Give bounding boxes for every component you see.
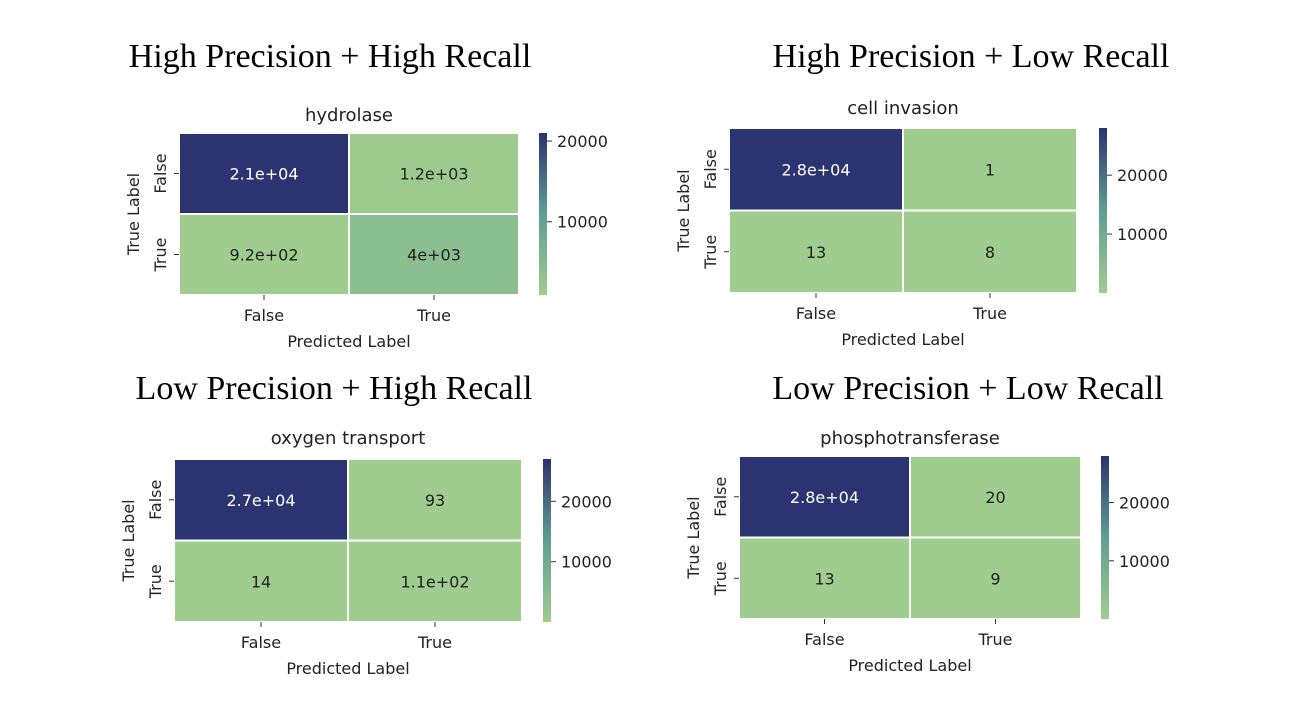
heatmap-panel-2: oxygen transport 2.7e+04 93 14 1.1e+02 False T…: [119, 428, 612, 678]
x-tick-label: False: [241, 633, 281, 652]
colorbar: [543, 459, 551, 622]
colorbar-tick-label: 20000: [557, 132, 608, 151]
x-axis-label: Predicted Label: [286, 659, 409, 678]
x-tick-label: False: [804, 630, 844, 649]
chart-title: phosphotransferase: [820, 428, 1000, 449]
x-tick-label: True: [416, 306, 451, 325]
heatmap-cell-r0-c0: [178, 132, 350, 215]
chart-title: cell invasion: [847, 98, 959, 119]
y-tick-label: False: [701, 149, 720, 189]
chart-title: oxygen transport: [271, 428, 426, 449]
heatmap-cell-r1-c0: [178, 213, 350, 296]
x-axis-label: Predicted Label: [287, 332, 410, 351]
heatmap-cell-r1-c1: [909, 536, 1082, 620]
heatmap-cell-r0-c1: [347, 458, 523, 542]
y-tick-label: False: [711, 477, 730, 517]
x-tick-label: True: [978, 630, 1013, 649]
heatmap-cell-r0-c0: [173, 458, 349, 542]
heatmap-cell-r1-c1: [347, 539, 523, 623]
heatmap-panel-1: cell invasion 2.8e+04 1 13 8 False True Predict…: [674, 98, 1168, 349]
colorbar: [1101, 456, 1109, 619]
section-title-top-right: High Precision + Low Recall: [772, 38, 1170, 75]
colorbar: [1099, 128, 1107, 293]
x-tick-label: True: [417, 633, 452, 652]
heatmap-panel-3: phosphotransferase 2.8e+04 20 13 9 False True P…: [684, 428, 1170, 675]
cell-annotation-r1-c1: 4e+03: [407, 246, 461, 265]
cell-annotation-r1-c0: 14: [251, 572, 271, 591]
chart-title: hydrolase: [305, 105, 393, 126]
heatmap-panel-0: hydrolase 2.1e+04 1.2e+03 9.2e+02 4e+03 False…: [124, 105, 608, 351]
colorbar: [539, 133, 547, 295]
y-axis-label: True Label: [119, 499, 138, 582]
y-tick-label: True: [701, 235, 720, 270]
colorbar-tick-label: 20000: [1119, 494, 1170, 513]
cell-annotation-r1-c1: 1.1e+02: [400, 572, 469, 591]
y-axis-label: True Label: [684, 496, 703, 579]
cell-annotation-r1-c1: 8: [985, 243, 995, 262]
x-axis-label: Predicted Label: [848, 656, 971, 675]
colorbar-tick-label: 10000: [557, 213, 608, 232]
cell-annotation-r0-c1: 1: [985, 160, 995, 179]
y-axis-label: True Label: [124, 173, 143, 256]
cell-annotation-r1-c0: 9.2e+02: [229, 246, 298, 265]
heatmap-cell-r0-c1: [902, 127, 1078, 212]
colorbar-tick-label: 20000: [561, 492, 612, 511]
cell-annotation-r1-c0: 13: [806, 243, 826, 262]
y-tick-label: True: [151, 238, 170, 273]
cell-annotation-r0-c1: 93: [425, 491, 445, 510]
y-axis-label: True Label: [674, 169, 693, 252]
cell-annotation-r1-c0: 13: [814, 569, 834, 588]
colorbar-tick-label: 10000: [1119, 552, 1170, 571]
x-tick-label: True: [972, 304, 1007, 323]
x-tick-label: False: [796, 304, 836, 323]
heatmap-cell-r0-c1: [909, 455, 1082, 539]
y-tick-label: False: [151, 153, 170, 193]
cell-annotation-r0-c0: 2.8e+04: [790, 488, 859, 507]
heatmap-cell-r1-c1: [348, 213, 520, 296]
heatmap-cell-r0-c0: [738, 455, 911, 539]
colorbar-tick-label: 10000: [561, 553, 612, 572]
colorbar-tick-label: 10000: [1117, 225, 1168, 244]
heatmap-cell-r0-c1: [348, 132, 520, 215]
heatmap-cell-r1-c0: [173, 539, 349, 623]
section-title-bottom-right: Low Precision + Low Recall: [772, 370, 1164, 407]
y-tick-label: False: [146, 480, 165, 520]
cell-annotation-r1-c1: 9: [990, 569, 1000, 588]
section-title-top-left: High Precision + High Recall: [128, 38, 532, 75]
cell-annotation-r0-c0: 2.1e+04: [229, 165, 298, 184]
x-axis-label: Predicted Label: [841, 330, 964, 349]
x-tick-label: False: [244, 306, 284, 325]
y-tick-label: True: [146, 564, 165, 599]
colorbar-tick-label: 20000: [1117, 166, 1168, 185]
cell-annotation-r0-c0: 2.7e+04: [226, 491, 295, 510]
cell-annotation-r0-c1: 20: [985, 488, 1005, 507]
section-title-bottom-left: Low Precision + High Recall: [135, 370, 533, 407]
cell-annotation-r0-c0: 2.8e+04: [781, 160, 850, 179]
y-tick-label: True: [711, 561, 730, 596]
heatmap-cell-r1-c1: [902, 209, 1078, 294]
cell-annotation-r0-c1: 1.2e+03: [399, 165, 468, 184]
